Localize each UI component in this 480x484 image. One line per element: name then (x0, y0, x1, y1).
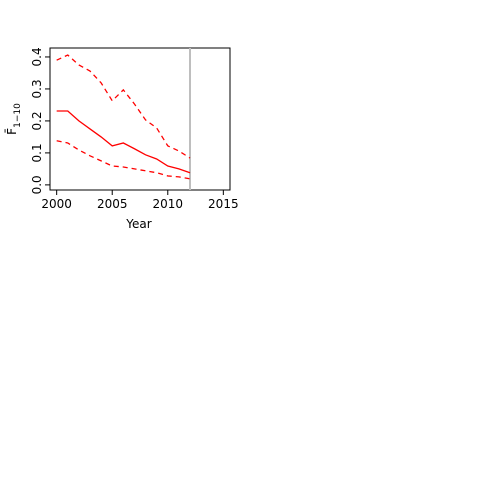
y-label-symbol: F̄ (5, 128, 19, 135)
y-tick-label: 0.4 (30, 47, 44, 66)
x-tick-label: 2000 (41, 197, 72, 211)
series-line (56, 140, 191, 180)
x-axis-label: Year (125, 217, 151, 231)
x-tick-label: 2015 (208, 197, 239, 211)
y-axis-label: F̄1−10 (5, 103, 23, 135)
plot-frame (49, 47, 231, 191)
x-tick-label: 2005 (97, 197, 128, 211)
y-tick-label: 0.2 (30, 111, 44, 130)
x-tick-label: 2010 (153, 197, 184, 211)
series-line (56, 110, 191, 174)
y-tick-label: 0.3 (30, 79, 44, 98)
y-label-subscript: 1−10 (13, 103, 23, 128)
y-tick-label: 0.0 (30, 175, 44, 194)
y-tick-label: 0.1 (30, 143, 44, 162)
series-line (56, 54, 191, 159)
